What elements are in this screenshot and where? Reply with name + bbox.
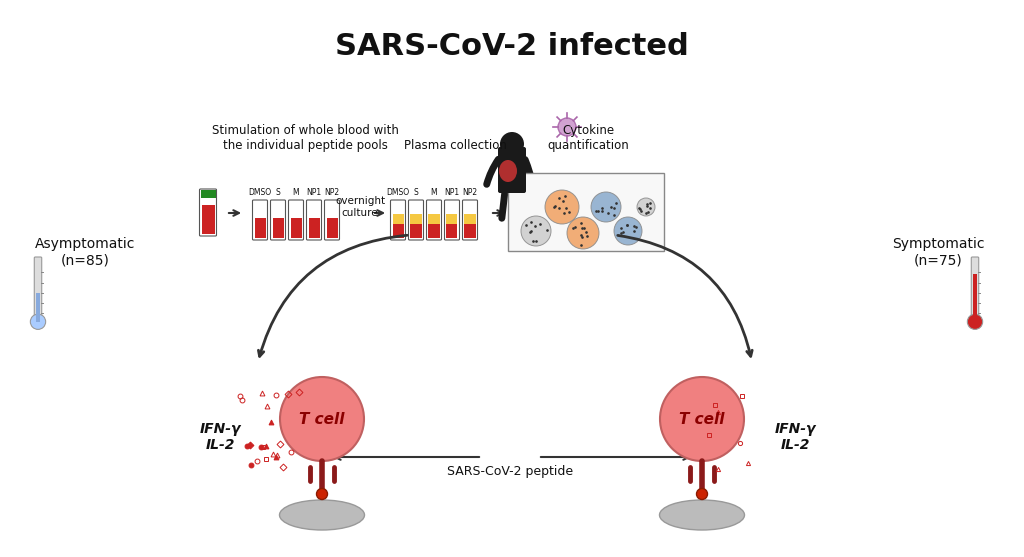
FancyBboxPatch shape: [306, 200, 322, 240]
Circle shape: [280, 377, 364, 461]
Text: NP1: NP1: [444, 188, 460, 197]
Text: SARS-CoV-2 infected: SARS-CoV-2 infected: [335, 32, 689, 61]
FancyBboxPatch shape: [409, 200, 424, 240]
Bar: [446, 223, 458, 238]
Bar: [446, 214, 458, 224]
Bar: [291, 218, 301, 238]
Circle shape: [558, 118, 575, 136]
FancyArrowPatch shape: [525, 159, 534, 186]
Text: S: S: [414, 188, 419, 197]
Text: overnight
culture: overnight culture: [335, 196, 385, 218]
Text: T cell: T cell: [299, 412, 345, 427]
Bar: [411, 223, 422, 238]
Text: SARS-CoV-2 peptide: SARS-CoV-2 peptide: [446, 465, 573, 478]
Bar: [392, 214, 403, 224]
Bar: [411, 214, 422, 224]
Text: Plasma collection: Plasma collection: [403, 139, 507, 152]
Bar: [392, 223, 403, 238]
Text: NP2: NP2: [325, 188, 340, 197]
Text: Cytokine
quantification: Cytokine quantification: [547, 124, 629, 152]
Circle shape: [660, 377, 744, 461]
Text: S: S: [275, 188, 281, 197]
FancyBboxPatch shape: [200, 189, 216, 236]
Bar: [37, 293, 40, 322]
FancyBboxPatch shape: [498, 147, 526, 193]
Text: NP1: NP1: [306, 188, 322, 197]
Circle shape: [567, 217, 599, 249]
Circle shape: [614, 217, 642, 245]
Text: IFN-γ
IL-2: IFN-γ IL-2: [774, 422, 816, 452]
FancyArrowPatch shape: [486, 159, 499, 184]
Text: DMSO: DMSO: [249, 188, 271, 197]
Bar: [465, 214, 475, 224]
FancyBboxPatch shape: [463, 200, 477, 240]
Text: DMSO: DMSO: [386, 188, 410, 197]
FancyBboxPatch shape: [289, 200, 303, 240]
Text: M: M: [431, 188, 437, 197]
Bar: [308, 218, 319, 238]
Ellipse shape: [280, 500, 365, 530]
Text: NP2: NP2: [463, 188, 477, 197]
Circle shape: [31, 314, 46, 329]
Circle shape: [500, 132, 524, 156]
Ellipse shape: [659, 500, 744, 530]
Bar: [327, 218, 338, 238]
Text: IFN-γ
IL-2: IFN-γ IL-2: [200, 422, 241, 452]
FancyBboxPatch shape: [972, 257, 979, 323]
Bar: [201, 190, 215, 198]
Bar: [272, 218, 284, 238]
Text: Symptomatic
(n=75): Symptomatic (n=75): [892, 237, 984, 267]
FancyBboxPatch shape: [34, 257, 42, 323]
Circle shape: [316, 488, 328, 500]
Text: M: M: [293, 188, 299, 197]
FancyBboxPatch shape: [508, 173, 664, 251]
Text: Stimulation of whole blood with
the individual peptide pools: Stimulation of whole blood with the indi…: [212, 124, 398, 152]
FancyArrowPatch shape: [519, 194, 522, 218]
Circle shape: [696, 488, 708, 500]
FancyBboxPatch shape: [444, 200, 460, 240]
FancyBboxPatch shape: [325, 200, 340, 240]
FancyBboxPatch shape: [427, 200, 441, 240]
Bar: [465, 223, 475, 238]
Bar: [202, 205, 214, 234]
Circle shape: [521, 216, 551, 246]
Bar: [428, 223, 439, 238]
Bar: [428, 214, 439, 224]
Bar: [255, 218, 265, 238]
Circle shape: [591, 192, 621, 222]
FancyBboxPatch shape: [390, 200, 406, 240]
Bar: [974, 274, 977, 322]
Ellipse shape: [499, 160, 517, 182]
Circle shape: [545, 190, 579, 224]
Circle shape: [968, 314, 983, 329]
Text: Asymptomatic
(n=85): Asymptomatic (n=85): [35, 237, 135, 267]
FancyArrowPatch shape: [502, 194, 505, 218]
FancyBboxPatch shape: [253, 200, 267, 240]
FancyBboxPatch shape: [270, 200, 286, 240]
Circle shape: [637, 198, 655, 216]
Text: T cell: T cell: [679, 412, 725, 427]
